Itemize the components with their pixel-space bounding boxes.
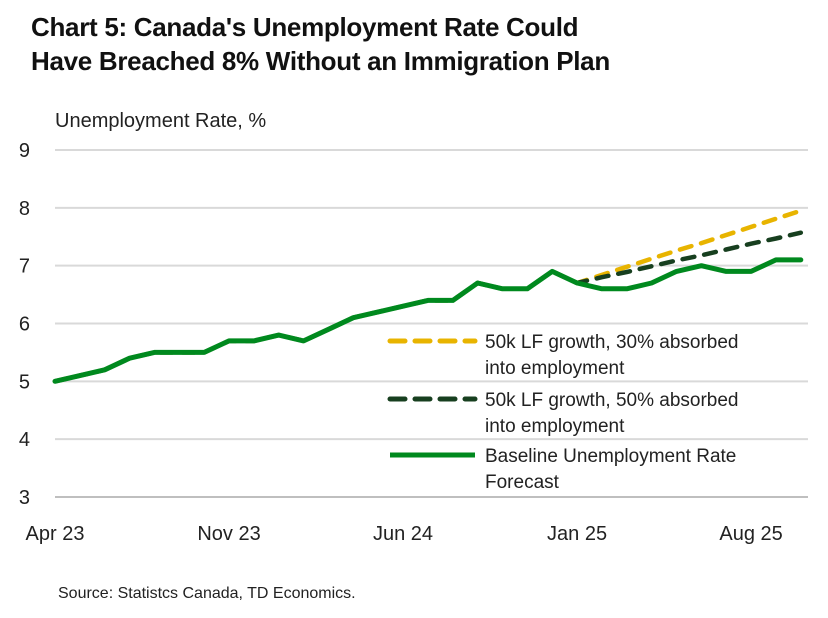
y-tick-label: 5 <box>19 371 30 393</box>
source-note: Source: Statistcs Canada, TD Economics. <box>58 585 356 602</box>
y-tick-label: 4 <box>19 429 30 451</box>
legend-label: into employment <box>485 358 625 379</box>
title-line-2: Have Breached 8% Without an Immigration … <box>31 46 610 76</box>
series-line-1 <box>52 208 804 384</box>
x-tick-label: Aug 25 <box>719 523 782 545</box>
x-tick-label: Apr 23 <box>26 523 85 545</box>
chart-title: Chart 5: Canada's Unemployment Rate Coul… <box>31 10 610 78</box>
y-tick-label: 9 <box>19 140 30 162</box>
legend-label: into employment <box>485 416 625 437</box>
series-line-2 <box>52 230 804 384</box>
y-axis-label: Unemployment Rate, % <box>55 110 267 132</box>
legend-label: Baseline Unemployment Rate <box>485 446 736 467</box>
x-tick-label: Jan 25 <box>547 523 607 545</box>
y-tick-label: 6 <box>19 314 30 336</box>
x-tick-label: Jun 24 <box>373 523 433 545</box>
x-tick-label: Nov 23 <box>197 523 260 545</box>
series-line-3 <box>52 257 804 384</box>
legend-label: Forecast <box>485 472 560 493</box>
legend-label: 50k LF growth, 50% absorbed <box>485 390 739 411</box>
y-tick-label: 3 <box>19 487 30 509</box>
legend-label: 50k LF growth, 30% absorbed <box>485 332 739 353</box>
title-line-1: Chart 5: Canada's Unemployment Rate Coul… <box>31 12 579 42</box>
y-tick-label: 7 <box>19 256 30 278</box>
y-tick-label: 8 <box>19 198 30 220</box>
